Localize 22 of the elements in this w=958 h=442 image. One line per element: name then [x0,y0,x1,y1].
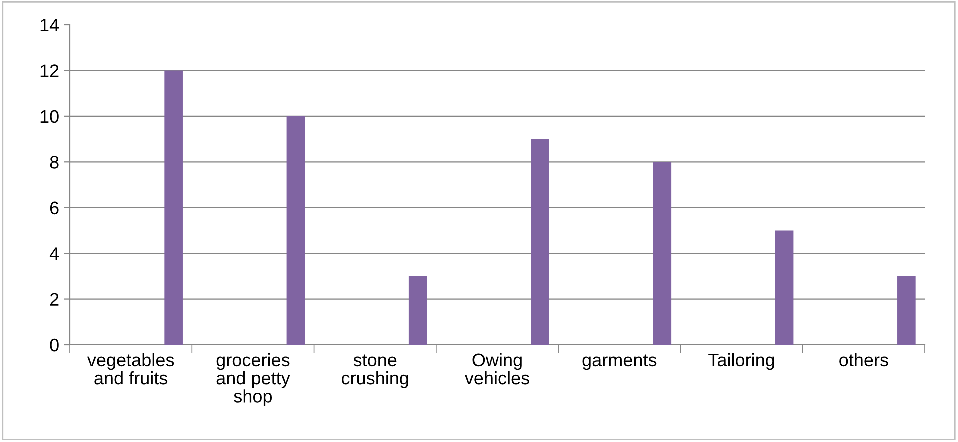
y-tick-label: 4 [50,248,60,260]
bar [898,276,916,345]
x-tick-label: stone crushing [342,354,408,388]
bar [775,230,794,345]
x-tick-label: groceries and petty shop [216,353,290,406]
y-tick-label: 14 [40,19,60,32]
y-tick-label: 10 [40,110,59,124]
y-tick-label: 12 [40,64,59,78]
bar [653,162,672,345]
y-tick-label: 6 [50,202,59,215]
y-tick-label: 8 [50,156,59,169]
x-tick-label: others [840,353,888,367]
bar [164,70,183,345]
x-tick-label: Owing vehicles [464,353,530,385]
x-tick-label: vegetables and fruits [87,353,174,385]
x-tick-label: Tailoring [708,353,774,370]
bar [531,139,550,345]
y-tick-label: 0 [50,338,59,352]
x-tick-label: garments [582,354,657,370]
y-tick-label: 2 [50,293,59,306]
bar [408,276,428,345]
bar [286,116,306,345]
